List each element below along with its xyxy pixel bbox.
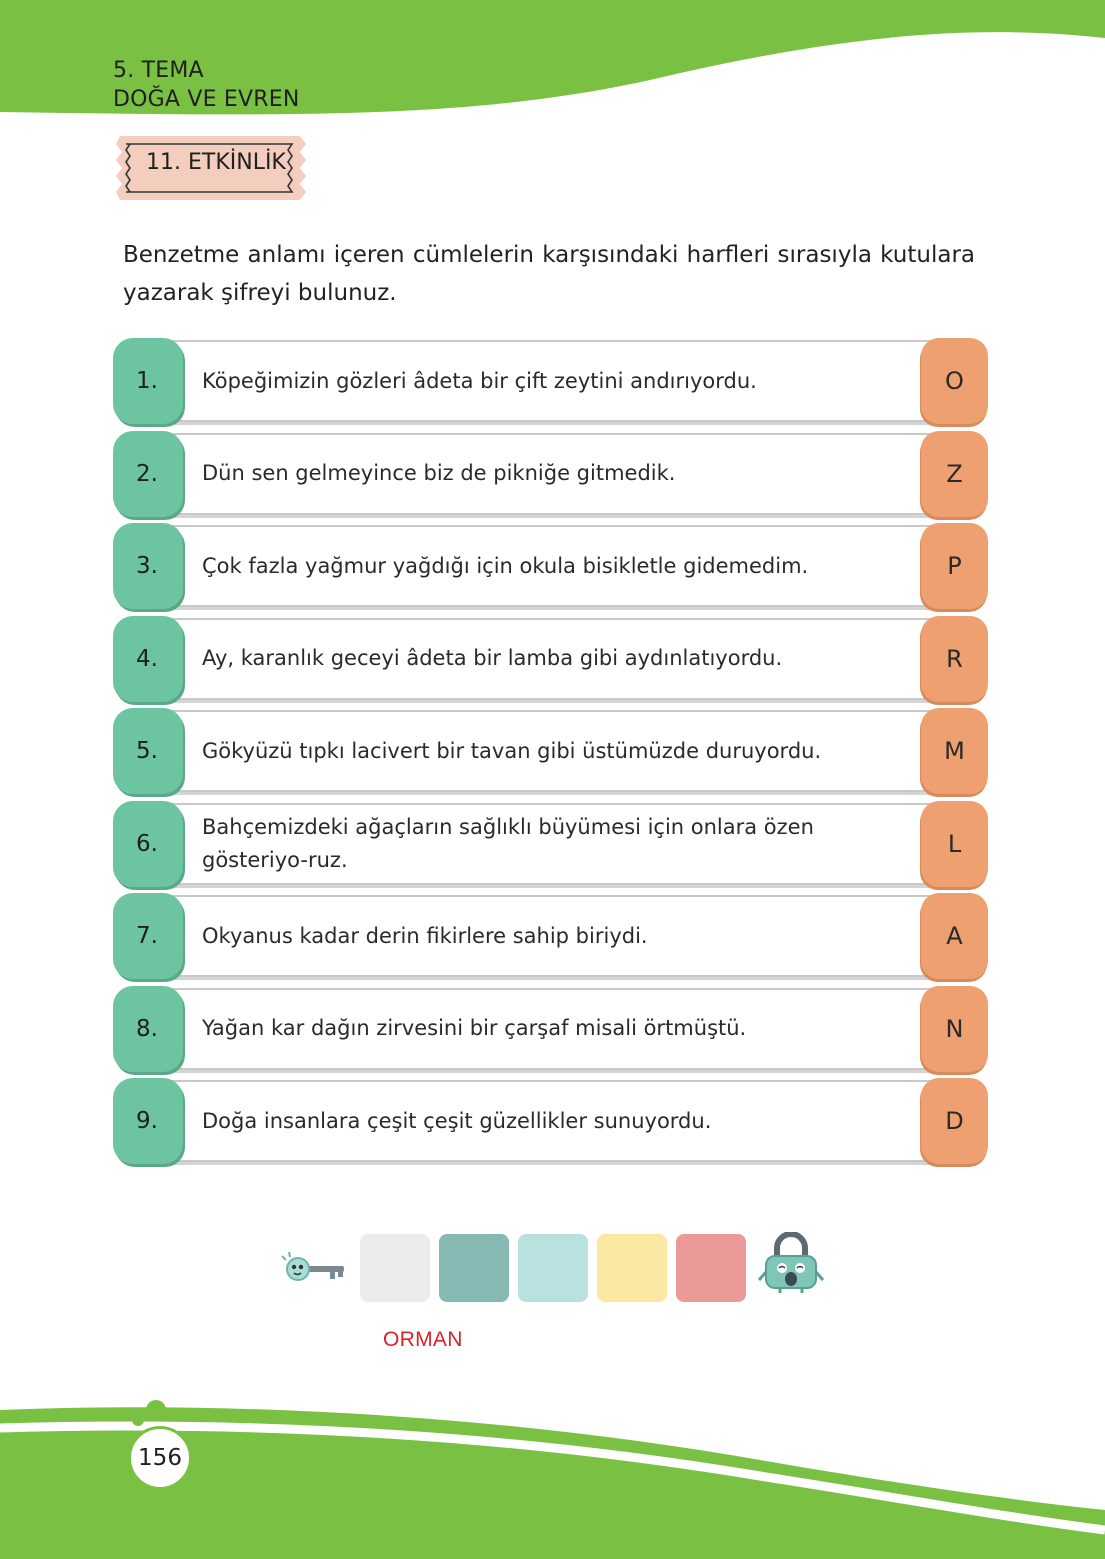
- sentence-frame: [123, 895, 958, 977]
- answer-box[interactable]: [439, 1234, 509, 1302]
- bottom-wave-decoration: [0, 1400, 1105, 1559]
- sentence-text: Okyanus kadar derin fikirlere sahip biri…: [202, 893, 908, 979]
- sentence-frame: [123, 1080, 958, 1162]
- item-number: 2.: [113, 430, 183, 517]
- page-number: 156: [128, 1426, 192, 1490]
- sentence-frame: [123, 710, 958, 792]
- answer-box[interactable]: [597, 1234, 667, 1302]
- item-number: 4.: [113, 615, 183, 702]
- sentence-row: 2. Dün sen gelmeyince biz de pikniğe gitm…: [113, 430, 988, 517]
- sentence-text: Doğa insanlara çeşit çeşit güzellikler s…: [202, 1078, 908, 1164]
- theme-heading: 5. TEMA DOĞA VE EVREN: [113, 56, 300, 114]
- activity-badge: 11. ETKİNLİK: [114, 130, 308, 204]
- sentence-frame: [123, 617, 958, 700]
- sentence-text: Ay, karanlık geceyi âdeta bir lamba gibi…: [202, 616, 908, 702]
- padlock-icon: [757, 1232, 825, 1293]
- sentence-row: 7. Okyanus kadar derin fikirlere sahip bi…: [113, 893, 988, 979]
- item-number: 7.: [113, 893, 183, 979]
- sentence-text: Köpeğimizin gözleri âdeta bir çift zeyti…: [202, 338, 908, 424]
- sentence-content: Ay, karanlık geceyi âdeta bir lamba gibi…: [202, 646, 783, 670]
- code-letter: R: [921, 615, 988, 702]
- sentence-content: Bahçemizdeki ağaçların sağlıklı büyümesi…: [202, 814, 814, 872]
- sentence-text: Yağan kar dağın zirvesini bir çarşaf mis…: [202, 986, 908, 1072]
- code-letter: N: [921, 985, 988, 1072]
- sentence-row: 1. Köpeğimizin gözleri âdeta bir çift zey…: [113, 338, 988, 424]
- code-letter: O: [921, 338, 988, 424]
- sentence-frame: [123, 340, 958, 422]
- sentence-content: Dün sen gelmeyince biz de pikniğe gitmed…: [202, 461, 676, 485]
- sentence-content: Köpeğimizin gözleri âdeta bir çift zeyti…: [202, 368, 757, 393]
- sentence-text: Bahçemizdeki ağaçların sağlıklı büyümesi…: [202, 801, 908, 887]
- code-letter: D: [921, 1078, 988, 1164]
- sentence-frame: [123, 525, 958, 607]
- sentence-row: 5. Gökyüzü tıpkı lacivert bir tavan gibi …: [113, 708, 988, 794]
- code-letter: A: [921, 893, 988, 979]
- item-number: 9.: [113, 1078, 183, 1164]
- sentence-frame: [123, 802, 958, 885]
- sentence-content: Yağan kar dağın zirvesini bir çarşaf mis…: [202, 1016, 747, 1040]
- sentence-content: Çok fazla yağmur yağdığı için okula bisi…: [202, 553, 809, 578]
- sentence-row: 4. Ay, karanlık geceyi âdeta bir lamba gi…: [113, 615, 988, 702]
- item-number: 6.: [113, 800, 183, 887]
- top-wave-decoration: [0, 0, 1105, 115]
- item-number: 3.: [113, 523, 183, 609]
- sentence-list: 1. Köpeğimizin gözleri âdeta bir çift zey…: [113, 338, 988, 1171]
- sentence-content: Okyanus kadar derin fikirlere sahip biri…: [202, 923, 648, 948]
- item-number: 8.: [113, 985, 183, 1072]
- sentence-content: Doğa insanlara çeşit çeşit güzellikler s…: [202, 1108, 712, 1133]
- sentence-text: Dün sen gelmeyince biz de pikniğe gitmed…: [202, 431, 908, 517]
- item-number: 1.: [113, 338, 183, 424]
- code-letter: P: [921, 523, 988, 609]
- code-letter: M: [921, 708, 988, 794]
- code-letter: Z: [921, 430, 988, 517]
- code-letter: L: [921, 800, 988, 887]
- sentence-row: 3. Çok fazla yağmur yağdığı için okula bi…: [113, 523, 988, 609]
- activity-label: 11. ETKİNLİK: [146, 150, 286, 175]
- sentence-text: Çok fazla yağmur yağdığı için okula bisi…: [202, 523, 908, 609]
- sentence-row: 9. Doğa insanlara çeşit çeşit güzellikler…: [113, 1078, 988, 1164]
- theme-title: DOĞA VE EVREN: [113, 87, 300, 112]
- key-icon: [281, 1251, 344, 1281]
- instruction-text: Benzetme anlamı içeren cümlelerin karşıs…: [123, 242, 975, 306]
- answer-box[interactable]: [518, 1234, 588, 1302]
- sentence-row: 6. Bahçemizdeki ağaçların sağlıklı büyüme…: [113, 800, 988, 887]
- sentence-frame: [123, 432, 958, 515]
- item-number: 5.: [113, 708, 183, 794]
- badge-ribbon: [116, 136, 306, 200]
- sentence-row: 8. Yağan kar dağın zirvesini bir çarşaf m…: [113, 985, 988, 1072]
- sentence-content: Gökyüzü tıpkı lacivert bir tavan gibi üs…: [202, 738, 822, 763]
- answer-box[interactable]: [360, 1234, 430, 1302]
- sentence-text: Gökyüzü tıpkı lacivert bir tavan gibi üs…: [202, 708, 908, 794]
- answer-text: ORMAN: [383, 1328, 463, 1351]
- theme-number: 5. TEMA: [113, 58, 204, 83]
- answer-box[interactable]: [676, 1234, 746, 1302]
